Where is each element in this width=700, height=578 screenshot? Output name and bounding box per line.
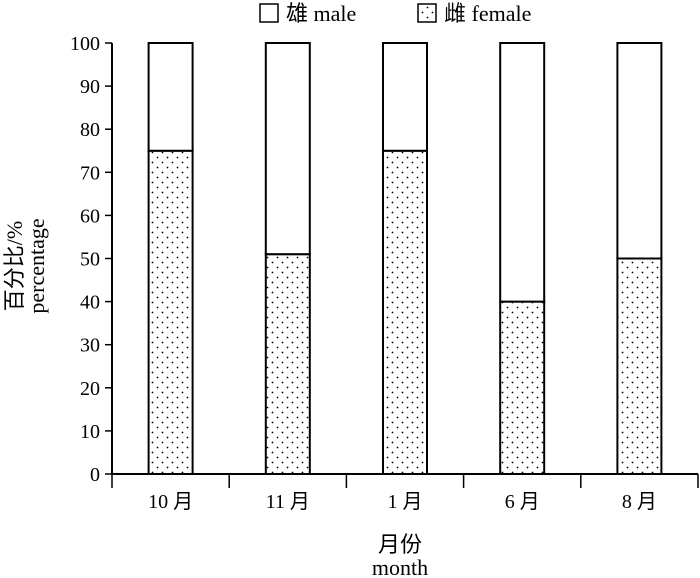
- x-tick-label: 6 月: [505, 491, 540, 513]
- bar-segment-male: [382, 42, 428, 152]
- y-axis-title: 百分比/% percentage: [2, 218, 49, 313]
- x-tick-label: 8 月: [622, 491, 657, 513]
- y-tick-label: 90: [80, 76, 100, 98]
- y-tick-label: 0: [90, 464, 100, 486]
- bar-segment-female: [616, 257, 663, 475]
- x-tick-label: 10 月: [148, 491, 193, 513]
- y-tick-label: 70: [80, 162, 100, 184]
- y-tick-label: 60: [80, 205, 100, 227]
- legend-swatch-female: [417, 3, 437, 23]
- y-tick-label: 80: [80, 119, 100, 141]
- y-tick-label: 10: [80, 421, 100, 443]
- bar-segment-female: [499, 300, 546, 475]
- bar-segment-female: [147, 149, 194, 475]
- y-axis-ticks: 0 10 20 30 40 50 60 70 80 90 100: [70, 33, 112, 486]
- y-tick-label: 30: [80, 335, 100, 357]
- x-tick-label: 1 月: [388, 491, 423, 513]
- bar-segment-male: [147, 42, 194, 152]
- bar-segment-female: [264, 253, 311, 475]
- y-axis-title-zh: 百分比/%: [2, 221, 27, 311]
- x-axis-ticks: 10 月 11 月 1 月 6 月 8 月: [111, 474, 699, 513]
- legend-label-male: 雄 male: [286, 1, 356, 26]
- bars: [147, 42, 663, 475]
- x-axis-title: 月份 month: [372, 532, 428, 578]
- y-tick-label: 40: [80, 292, 100, 314]
- bar-segment-male: [499, 42, 546, 303]
- x-axis-title-zh: 月份: [378, 532, 422, 557]
- bar-segment-male: [616, 42, 663, 260]
- bar-segment-male: [264, 42, 311, 256]
- y-tick-label: 20: [80, 378, 100, 400]
- bar-segment-female: [382, 149, 428, 475]
- y-tick-label: 100: [70, 33, 100, 55]
- x-tick-label: 11 月: [266, 491, 310, 513]
- y-axis-title-en: percentage: [24, 218, 49, 313]
- legend: 雄 male 雌 female: [259, 1, 531, 26]
- x-axis-title-en: month: [372, 555, 428, 578]
- y-tick-label: 50: [80, 249, 100, 271]
- legend-label-female: 雌 female: [444, 1, 531, 26]
- legend-swatch-male: [259, 3, 279, 23]
